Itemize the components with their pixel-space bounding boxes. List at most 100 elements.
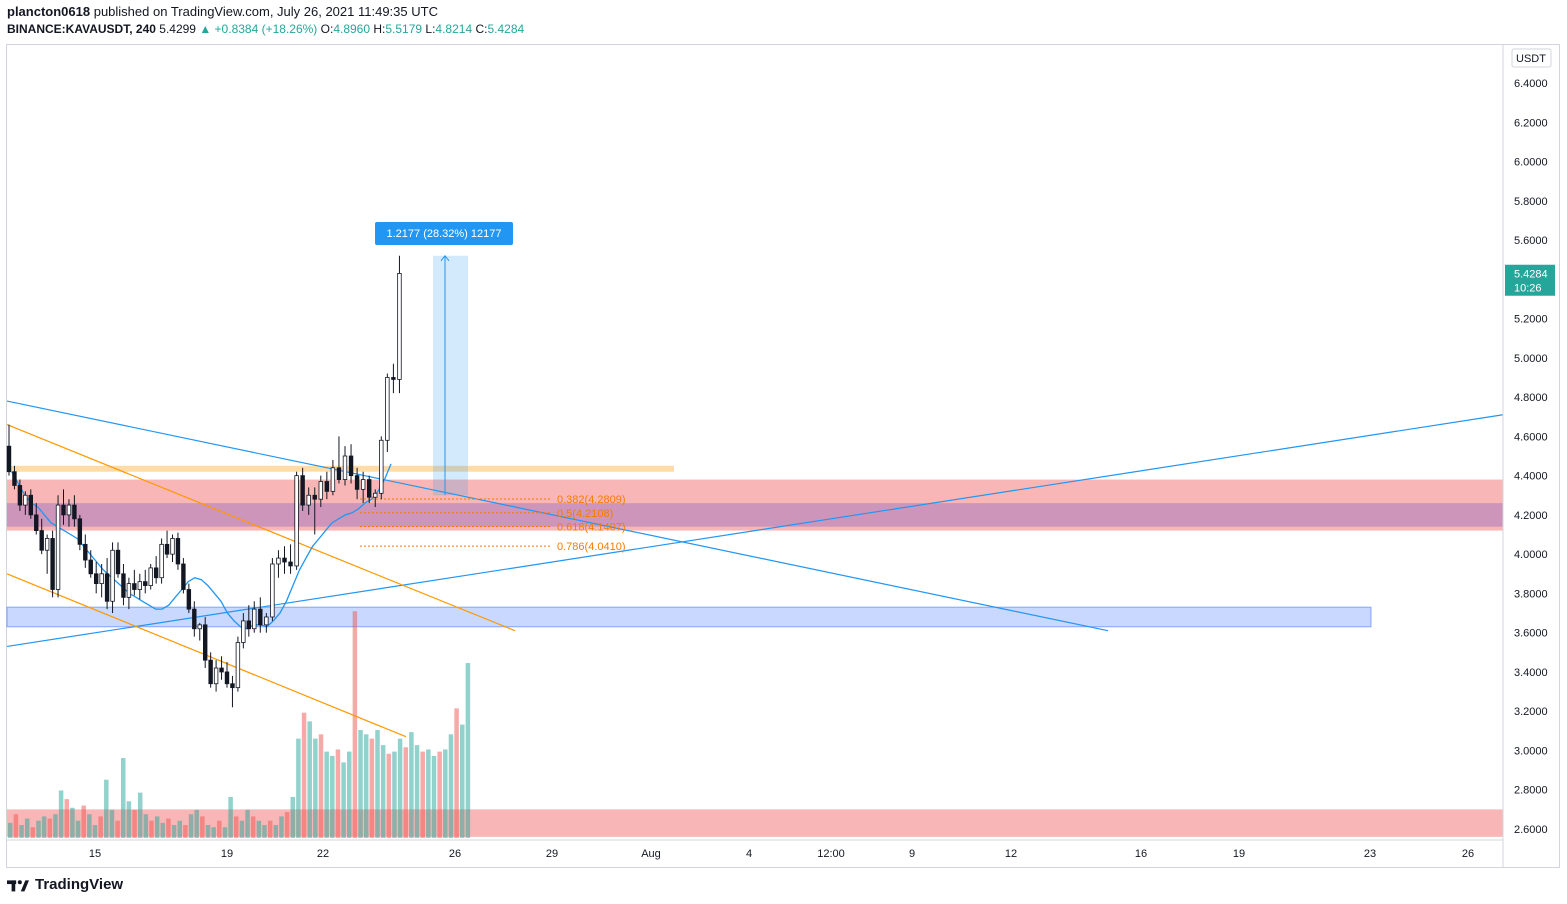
candle[interactable] <box>318 481 323 500</box>
candle[interactable] <box>181 563 186 590</box>
candle[interactable] <box>50 538 55 590</box>
candle[interactable] <box>137 581 142 590</box>
candle[interactable] <box>192 608 197 630</box>
candle[interactable] <box>23 494 28 506</box>
fib-level-label: 0.786(4.0410) <box>557 541 626 553</box>
chart-frame[interactable] <box>6 44 1560 868</box>
y-tick-label: 4.2000 <box>1514 510 1548 522</box>
candle[interactable] <box>379 439 384 494</box>
currency-badge[interactable] <box>1511 48 1552 68</box>
channel-upper-line[interactable] <box>6 424 516 632</box>
candle[interactable] <box>66 504 72 516</box>
candle[interactable] <box>83 543 88 561</box>
candle[interactable] <box>270 563 275 618</box>
candle[interactable] <box>77 518 83 545</box>
candle[interactable] <box>175 538 181 565</box>
measure-range[interactable] <box>433 255 468 496</box>
candle[interactable] <box>324 481 330 492</box>
author-name[interactable]: plancton0618 <box>7 4 91 19</box>
publish-line: plancton0618 published on TradingView.co… <box>7 4 438 19</box>
candle[interactable] <box>44 538 50 551</box>
candle[interactable] <box>282 557 287 563</box>
volume-bar <box>166 818 171 838</box>
candle[interactable] <box>391 377 396 380</box>
candle[interactable] <box>354 475 360 490</box>
x-tick-label: 19 <box>221 848 233 860</box>
candle[interactable] <box>213 667 219 685</box>
candle[interactable] <box>312 494 317 500</box>
candle[interactable] <box>208 659 213 685</box>
candle[interactable] <box>246 620 251 630</box>
candle[interactable] <box>288 561 293 567</box>
candle[interactable] <box>153 567 159 579</box>
candle[interactable] <box>336 467 342 480</box>
candle[interactable] <box>230 683 235 689</box>
x-tick-label: 26 <box>1462 848 1474 860</box>
candle[interactable] <box>202 624 208 661</box>
candle[interactable] <box>373 492 378 498</box>
candle[interactable] <box>186 589 192 610</box>
candle[interactable] <box>397 273 402 380</box>
volume-bar <box>363 734 369 838</box>
candle[interactable] <box>159 543 164 579</box>
candle[interactable] <box>132 583 137 590</box>
candle[interactable] <box>360 479 366 490</box>
candle[interactable] <box>72 504 77 520</box>
candle[interactable] <box>385 377 390 441</box>
candle[interactable] <box>126 583 132 598</box>
candle[interactable] <box>258 608 263 626</box>
candle[interactable] <box>235 642 241 689</box>
candle[interactable] <box>115 549 121 575</box>
open-value: 4.8960 <box>333 22 371 36</box>
candle[interactable] <box>224 671 230 685</box>
candle[interactable] <box>148 567 153 586</box>
currency-label: USDT <box>1516 53 1546 65</box>
candle[interactable] <box>55 504 61 590</box>
candle[interactable] <box>306 494 311 506</box>
y-tick-label: 5.0000 <box>1514 353 1548 365</box>
volume-bar <box>324 751 329 838</box>
candle[interactable] <box>197 624 202 630</box>
candle[interactable] <box>252 608 257 630</box>
volume-bar <box>154 816 160 838</box>
candle[interactable] <box>241 620 246 643</box>
candle[interactable] <box>39 530 44 551</box>
falling-trendline[interactable] <box>6 400 1109 632</box>
candle[interactable] <box>348 455 354 477</box>
candle[interactable] <box>342 455 348 480</box>
candle[interactable] <box>61 504 66 516</box>
candle[interactable] <box>366 479 372 498</box>
candle[interactable] <box>300 475 305 506</box>
candle[interactable] <box>88 559 93 575</box>
last-price-label: 5.4284 <box>1514 269 1548 281</box>
candle[interactable] <box>219 667 224 673</box>
candle[interactable] <box>264 616 269 626</box>
candle[interactable] <box>276 557 281 565</box>
y-tick-label: 4.0000 <box>1514 549 1548 561</box>
candle[interactable] <box>34 514 39 531</box>
candle[interactable] <box>294 475 299 567</box>
candle[interactable] <box>110 549 115 602</box>
candle[interactable] <box>121 573 126 598</box>
candle[interactable] <box>104 573 110 602</box>
volume-bar <box>386 753 392 838</box>
candle[interactable] <box>6 445 12 473</box>
x-tick-label: 16 <box>1135 848 1147 860</box>
x-tick-label: 29 <box>546 848 558 860</box>
candle[interactable] <box>170 538 175 555</box>
candle[interactable] <box>99 573 104 585</box>
last-price-badge[interactable] <box>1505 264 1555 296</box>
candle[interactable] <box>94 573 99 585</box>
candle[interactable] <box>143 581 148 586</box>
candle[interactable] <box>17 485 23 506</box>
rising-trendline[interactable] <box>6 414 1504 648</box>
candle[interactable] <box>164 543 170 555</box>
moving-average-line[interactable] <box>11 463 392 630</box>
candle[interactable] <box>330 467 336 492</box>
published-text: published on TradingView.com, July 26, 2… <box>93 4 438 19</box>
tradingview-logo[interactable]: TradingView <box>7 876 123 893</box>
candle[interactable] <box>12 471 17 486</box>
y-tick-label: 3.4000 <box>1514 667 1548 679</box>
candle[interactable] <box>28 494 33 516</box>
